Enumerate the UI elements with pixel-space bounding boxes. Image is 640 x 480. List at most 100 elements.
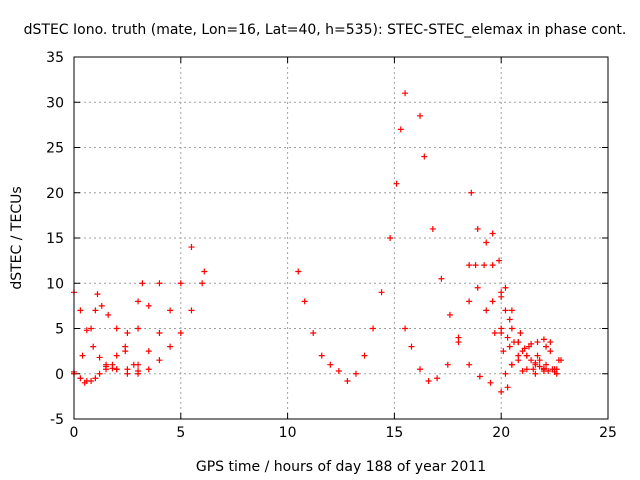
data-point	[113, 325, 120, 332]
data-point	[177, 330, 184, 337]
data-point	[466, 298, 473, 305]
data-point	[96, 370, 103, 377]
data-point	[502, 370, 509, 377]
data-point	[402, 90, 409, 97]
data-point	[318, 352, 325, 359]
data-point	[92, 375, 99, 382]
data-point	[498, 330, 505, 337]
data-point	[534, 352, 541, 359]
data-point	[504, 384, 511, 391]
data-point	[397, 126, 404, 133]
data-point	[103, 363, 110, 370]
data-point	[109, 361, 116, 368]
data-point	[310, 330, 317, 337]
data-point	[295, 268, 302, 275]
data-point	[551, 368, 558, 375]
data-point	[489, 230, 496, 237]
data-point	[481, 262, 488, 269]
series-7	[295, 90, 409, 384]
data-point	[177, 280, 184, 287]
data-point	[156, 357, 163, 364]
series-5	[103, 244, 195, 373]
data-point	[476, 373, 483, 380]
data-point	[352, 370, 359, 377]
data-point	[90, 343, 97, 350]
data-point	[135, 370, 142, 377]
data-point	[188, 307, 195, 314]
data-point	[387, 235, 394, 241]
data-point	[498, 293, 505, 300]
data-point	[421, 153, 428, 160]
data-point	[167, 343, 174, 350]
data-point	[429, 225, 436, 232]
data-point	[417, 112, 424, 119]
data-point	[83, 327, 90, 334]
data-point	[425, 377, 432, 384]
data-point	[498, 388, 505, 395]
data-point	[446, 311, 453, 318]
data-point	[491, 330, 498, 337]
data-point	[370, 325, 377, 332]
data-point	[88, 325, 95, 332]
data-point	[92, 307, 99, 314]
series-1	[71, 289, 120, 373]
data-point	[408, 343, 415, 350]
data-point	[378, 289, 385, 296]
data-point	[536, 363, 543, 370]
data-point	[188, 244, 195, 251]
y-tick-label: 10	[46, 276, 64, 292]
data-point	[455, 339, 462, 346]
data-point	[502, 284, 509, 291]
data-point	[483, 307, 490, 314]
data-point	[540, 365, 547, 372]
data-point	[124, 330, 131, 337]
data-point	[113, 352, 120, 359]
data-point	[489, 262, 496, 269]
y-tick-label: 0	[55, 367, 64, 383]
data-point	[438, 275, 445, 282]
data-point	[523, 352, 530, 359]
y-tick-label: 20	[46, 186, 64, 202]
data-point	[335, 368, 342, 375]
x-tick-label: 5	[176, 425, 185, 441]
series-11	[466, 262, 550, 375]
data-point	[528, 357, 535, 364]
data-point	[77, 375, 84, 382]
data-point	[122, 348, 129, 355]
data-point	[124, 370, 131, 377]
series-14	[502, 336, 560, 377]
data-point	[77, 307, 84, 314]
data-point	[536, 357, 543, 364]
data-point	[517, 330, 524, 337]
data-point	[519, 348, 526, 355]
data-point	[500, 348, 507, 355]
series-8	[402, 262, 479, 384]
chart-title: dSTEC Iono. truth (mate, Lon=16, Lat=40,…	[24, 22, 627, 38]
data-point	[105, 311, 112, 318]
data-point	[534, 339, 541, 346]
y-tick-label: 5	[55, 322, 64, 338]
grid	[74, 57, 608, 419]
y-tick-label: 25	[46, 141, 64, 157]
x-tick-label: 25	[599, 425, 617, 441]
data-point	[434, 375, 441, 382]
y-tick-label: 15	[46, 231, 64, 247]
data-point	[558, 357, 565, 364]
x-tick-label: 15	[385, 425, 403, 441]
data-point	[98, 302, 105, 309]
data-point	[468, 189, 475, 196]
series-4	[81, 280, 163, 386]
data-point	[508, 307, 515, 314]
data-point	[167, 307, 174, 314]
data-points	[71, 90, 565, 395]
data-point	[393, 180, 400, 187]
data-point	[135, 361, 142, 368]
data-point	[201, 268, 208, 275]
data-point	[139, 280, 146, 287]
y-axis-title: dSTEC / TECUs	[9, 186, 25, 289]
data-point	[466, 361, 473, 368]
data-point	[79, 352, 86, 359]
data-point	[81, 379, 88, 386]
